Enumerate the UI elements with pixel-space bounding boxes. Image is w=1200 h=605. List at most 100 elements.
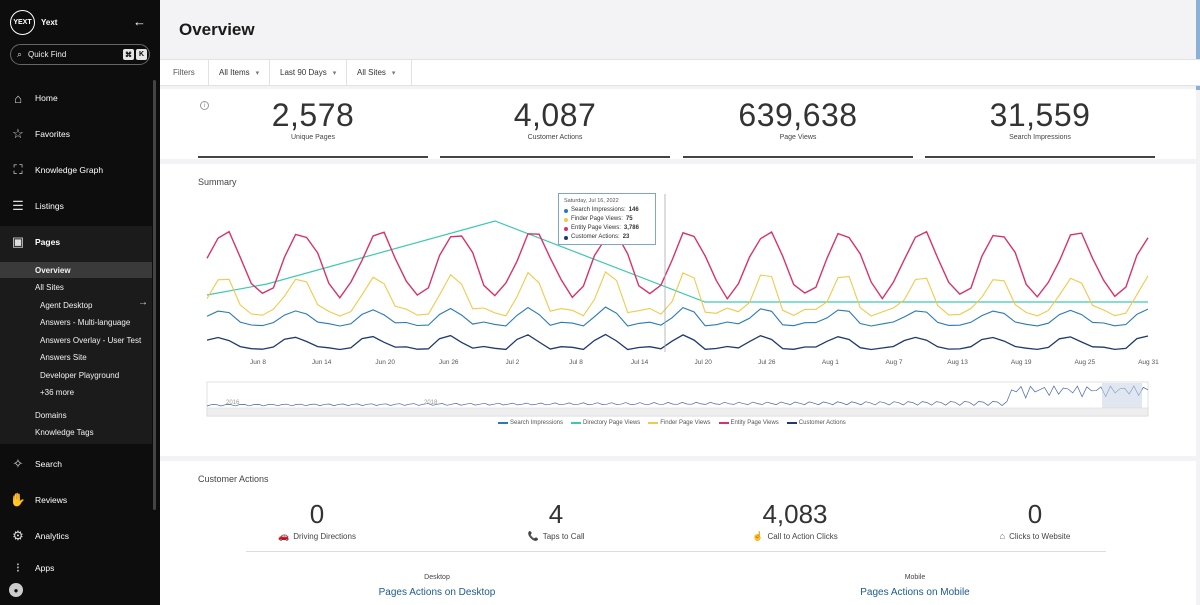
- sub-item-all-sites[interactable]: All Sites: [35, 282, 64, 292]
- kpi-customer-actions[interactable]: 4,087 Customer Actions: [440, 97, 670, 141]
- kpi-label: Search Impressions: [1009, 134, 1071, 141]
- sub-item-overview[interactable]: Overview: [0, 262, 152, 278]
- desktop-actions-link[interactable]: Pages Actions on Desktop: [378, 587, 496, 598]
- mobile-actions-link[interactable]: Pages Actions on Mobile: [860, 587, 970, 598]
- kpi-label: Customer Actions: [527, 134, 583, 141]
- series-line-entity-page-views: [206, 230, 1149, 301]
- legend-label: Search Impressions: [510, 420, 564, 426]
- nav-listings[interactable]: ☰ Listings: [0, 192, 152, 220]
- nav-analytics[interactable]: ⚙ Analytics: [0, 522, 152, 550]
- filter-date-dropdown[interactable]: Last 90 Days ▾: [269, 60, 346, 85]
- pages-group: ▣ Pages Overview All Sites Agent Desktop…: [0, 226, 152, 444]
- chevron-down-icon: ▾: [391, 69, 396, 77]
- nav-reviews[interactable]: ✋ Reviews: [0, 486, 152, 514]
- filter-sites-dropdown[interactable]: All Sites ▾: [346, 60, 412, 85]
- sub-item-answers-site[interactable]: Answers Site: [40, 352, 87, 362]
- listings-icon: ☰: [12, 198, 24, 213]
- user-avatar-icon[interactable]: ●: [9, 583, 23, 597]
- kpi-underline: [683, 156, 913, 158]
- ca-label: Clicks to Website: [1009, 531, 1071, 541]
- nav-search[interactable]: ✧ Search: [0, 450, 152, 478]
- x-tick-label: Jul 2: [506, 359, 520, 366]
- sub-item-answers-multi-language[interactable]: Answers - Multi-language: [40, 317, 131, 327]
- nav-knowledge-graph[interactable]: ⛶ Knowledge Graph: [0, 156, 152, 184]
- arrow-right-icon: →: [138, 297, 148, 308]
- series-dot-icon: [564, 226, 568, 231]
- navigator-year-label: 2018: [424, 400, 438, 406]
- sub-item-more[interactable]: +36 more: [40, 387, 75, 397]
- legend-swatch: [786, 422, 797, 424]
- brand[interactable]: YEXT Yext: [10, 10, 57, 35]
- ca-caption: ☝ Call to Action Clicks: [695, 531, 895, 542]
- analytics-icon: ⚙: [12, 528, 24, 543]
- kpi-value: 31,559: [989, 97, 1091, 133]
- legend-swatch: [498, 422, 508, 424]
- ca-taps-to-call[interactable]: 4 📞 Taps to Call: [456, 499, 656, 542]
- x-tick-label: Jul 14: [631, 359, 649, 366]
- sub-item-knowledge-tags[interactable]: Knowledge Tags: [35, 427, 94, 437]
- kpi-unique-pages[interactable]: 2,578 Unique Pages: [198, 97, 428, 141]
- sub-item-agent-desktop[interactable]: Agent Desktop →: [0, 297, 152, 313]
- filter-bar: Filters All Items ▾ Last 90 Days ▾ All Sit…: [160, 59, 1200, 86]
- sub-item-label: Agent Desktop: [40, 300, 93, 310]
- ca-caption: 📞 Taps to Call: [456, 531, 656, 542]
- phone-icon: 📞: [527, 531, 539, 541]
- filter-value: All Items: [219, 68, 250, 77]
- nav-pages[interactable]: ▣ Pages: [0, 228, 152, 256]
- page-scrollbar[interactable]: [1196, 0, 1200, 90]
- nav-label: Apps: [35, 563, 55, 573]
- nav-home[interactable]: ⌂ Home: [0, 84, 152, 112]
- x-tick-label: Jul 20: [695, 359, 713, 366]
- nav-label: Pages: [35, 237, 61, 247]
- search-icon: ⌕: [17, 49, 23, 59]
- nav-label: Listings: [35, 201, 64, 211]
- x-tick-label: Aug 31: [1138, 359, 1159, 366]
- summary-card: Summary Jun 8 Jun 14 Jun 20 Jun 26 Jul 2 Jul …: [160, 164, 1196, 456]
- quick-find-label: Quick Find: [28, 50, 67, 59]
- ca-clicks-to-website[interactable]: 0 ⌂ Clicks to Website: [935, 499, 1135, 541]
- graph-icon: ⛶: [13, 162, 23, 177]
- house-icon: ⌂: [999, 531, 1006, 541]
- sub-item-domains[interactable]: Domains: [35, 410, 67, 420]
- arrow-left-icon[interactable]: ←: [133, 14, 146, 29]
- kpi-underline: [198, 156, 428, 158]
- sub-item-developer-playground[interactable]: Developer Playground: [40, 370, 120, 380]
- sidebar-scrollbar[interactable]: [153, 80, 156, 510]
- legend-label: Customer Actions: [798, 420, 846, 426]
- pointer-icon: ☝: [752, 531, 764, 541]
- car-icon: 🚗: [278, 531, 290, 541]
- filter-items-dropdown[interactable]: All Items ▾: [208, 60, 270, 85]
- legend-item[interactable]: Customer Actions: [786, 420, 846, 426]
- kpi-page-views[interactable]: 639,638 Page Views: [683, 97, 913, 141]
- k-key-icon: K: [136, 49, 147, 60]
- summary-chart[interactable]: Jun 8 Jun 14 Jun 20 Jun 26 Jul 2 Jul 8 Jul 14 J…: [160, 164, 1196, 456]
- tooltip-label: Entity Page Views:: [571, 225, 621, 231]
- legend-swatch: [571, 422, 582, 424]
- legend-item[interactable]: Entity Page Views: [718, 420, 779, 426]
- legend-item[interactable]: Directory Page Views: [571, 420, 640, 426]
- series-dot-icon: [564, 208, 568, 213]
- ca-value: 4: [548, 499, 564, 529]
- x-tick-label: Jun 14: [312, 359, 332, 366]
- divider: [246, 551, 1106, 552]
- navigator-year-label: 2016: [226, 400, 240, 406]
- ca-caption: ⌂ Clicks to Website: [935, 531, 1135, 541]
- ca-value: 4,083: [762, 499, 828, 529]
- tooltip-value: 23: [622, 234, 630, 240]
- ca-call-to-action[interactable]: 4,083 ☝ Call to Action Clicks: [695, 499, 895, 542]
- nav-label: Reviews: [35, 495, 68, 505]
- legend-label: Entity Page Views: [730, 420, 779, 426]
- nav-apps[interactable]: ⁝ Apps: [0, 558, 152, 578]
- ca-driving-directions[interactable]: 0 🚗 Driving Directions: [217, 499, 417, 542]
- legend-item[interactable]: Search Impressions: [498, 420, 563, 426]
- tooltip-row: Finder Page Views: 75: [564, 215, 650, 224]
- quick-find-input[interactable]: ⌕ Quick Find ⌘ K: [10, 44, 150, 65]
- x-tick-label: Aug 25: [1074, 359, 1095, 366]
- sub-item-answers-overlay[interactable]: Answers Overlay - User Test: [40, 335, 142, 345]
- kpi-search-impressions[interactable]: 31,559 Search Impressions: [925, 97, 1155, 141]
- nav-favorites[interactable]: ☆ Favorites: [0, 120, 152, 148]
- x-tick-label: Jul 8: [569, 359, 583, 366]
- page-title: Overview: [179, 20, 255, 39]
- legend-item[interactable]: Finder Page Views: [648, 420, 711, 426]
- info-icon[interactable]: i: [200, 101, 209, 110]
